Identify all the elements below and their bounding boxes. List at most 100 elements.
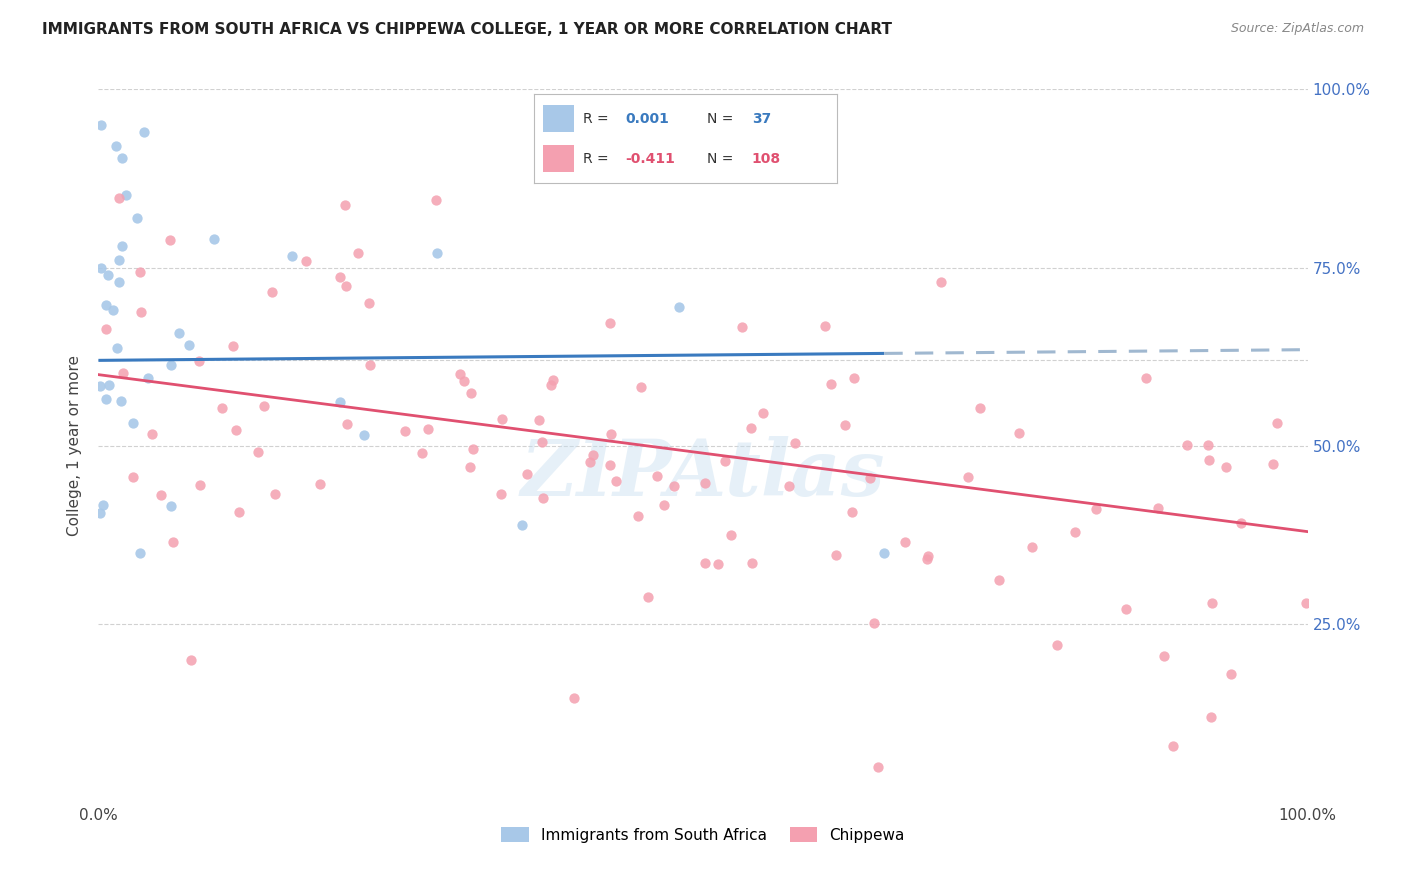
Point (359, 358, 381, 372)
Point (720, 528, 742, 542)
Point (460, 385, 482, 400)
Point (141, 426, 163, 441)
Point (529, 413, 551, 427)
Point (329, 269, 352, 284)
Point (335, 279, 357, 293)
Point (426, 246, 449, 260)
Point (159, 233, 181, 247)
Point (149, 488, 172, 502)
Point (600, 426, 623, 441)
Point (859, 471, 882, 485)
Point (1084, 502, 1107, 516)
Point (416, 422, 439, 436)
Point (128, 265, 150, 279)
Point (491, 411, 513, 425)
Point (97, 377, 120, 392)
Point (160, 499, 183, 513)
Point (814, 318, 837, 333)
Point (1046, 638, 1069, 652)
Point (453, 374, 475, 388)
Text: Source: ZipAtlas.com: Source: ZipAtlas.com (1230, 22, 1364, 36)
Text: R =: R = (582, 152, 609, 166)
Point (1008, 426, 1031, 441)
Text: N =: N = (707, 112, 733, 126)
Point (357, 295, 380, 310)
Point (105, 341, 128, 355)
Point (630, 379, 652, 393)
Point (842, 371, 865, 385)
Point (162, 534, 184, 549)
Point (1201, 596, 1223, 610)
Point (90, 260, 112, 275)
Point (662, 479, 685, 493)
Point (281, 248, 304, 262)
Point (177, 338, 200, 352)
Point (263, 486, 285, 500)
Point (202, 232, 225, 246)
Point (449, 367, 471, 381)
Point (180, 653, 202, 667)
Point (353, 427, 375, 442)
Point (863, 616, 886, 631)
Point (1153, 649, 1175, 664)
Point (97, 268, 120, 282)
Point (94, 298, 117, 312)
Text: 108: 108 (752, 152, 782, 166)
Legend: Immigrants from South Africa, Chippewa: Immigrants from South Africa, Chippewa (495, 821, 911, 848)
Point (89, 506, 111, 520)
Point (225, 423, 247, 437)
Point (706, 557, 728, 571)
Point (987, 573, 1010, 587)
Point (917, 549, 939, 563)
Point (108, 275, 131, 289)
Point (1199, 710, 1222, 724)
Point (866, 760, 889, 774)
Text: ZIPAtlas: ZIPAtlas (520, 436, 886, 513)
Point (1147, 500, 1170, 515)
Point (108, 191, 131, 205)
Point (160, 358, 183, 372)
Point (394, 424, 416, 438)
Point (188, 478, 211, 492)
Text: -0.411: -0.411 (624, 152, 675, 166)
Point (820, 377, 842, 392)
Text: R =: R = (582, 112, 609, 126)
Point (101, 302, 124, 317)
Text: 37: 37 (752, 112, 770, 126)
Point (96, 322, 118, 336)
Point (783, 436, 806, 450)
Point (129, 546, 152, 560)
Point (1295, 596, 1317, 610)
Point (111, 366, 134, 380)
Point (1135, 371, 1157, 385)
Point (1230, 516, 1253, 530)
Y-axis label: College, 1 year or more: College, 1 year or more (67, 356, 83, 536)
Point (510, 518, 533, 533)
Point (96, 392, 118, 406)
Point (969, 401, 991, 416)
Point (1198, 438, 1220, 452)
Point (824, 548, 846, 562)
Point (741, 556, 763, 570)
Point (228, 505, 250, 519)
Point (329, 395, 352, 409)
Point (1219, 667, 1241, 681)
Point (1215, 459, 1237, 474)
Point (253, 399, 276, 413)
Point (562, 691, 585, 706)
Point (1265, 417, 1288, 431)
Point (873, 546, 896, 560)
Point (115, 188, 138, 202)
Point (136, 370, 159, 384)
Point (294, 254, 316, 268)
Point (931, 276, 953, 290)
Point (346, 246, 368, 260)
Point (169, 326, 191, 340)
Point (111, 239, 134, 253)
Text: 0.001: 0.001 (624, 112, 669, 126)
Point (599, 316, 621, 330)
Point (740, 421, 762, 435)
Point (841, 505, 863, 519)
Point (336, 417, 359, 432)
Point (714, 454, 737, 468)
